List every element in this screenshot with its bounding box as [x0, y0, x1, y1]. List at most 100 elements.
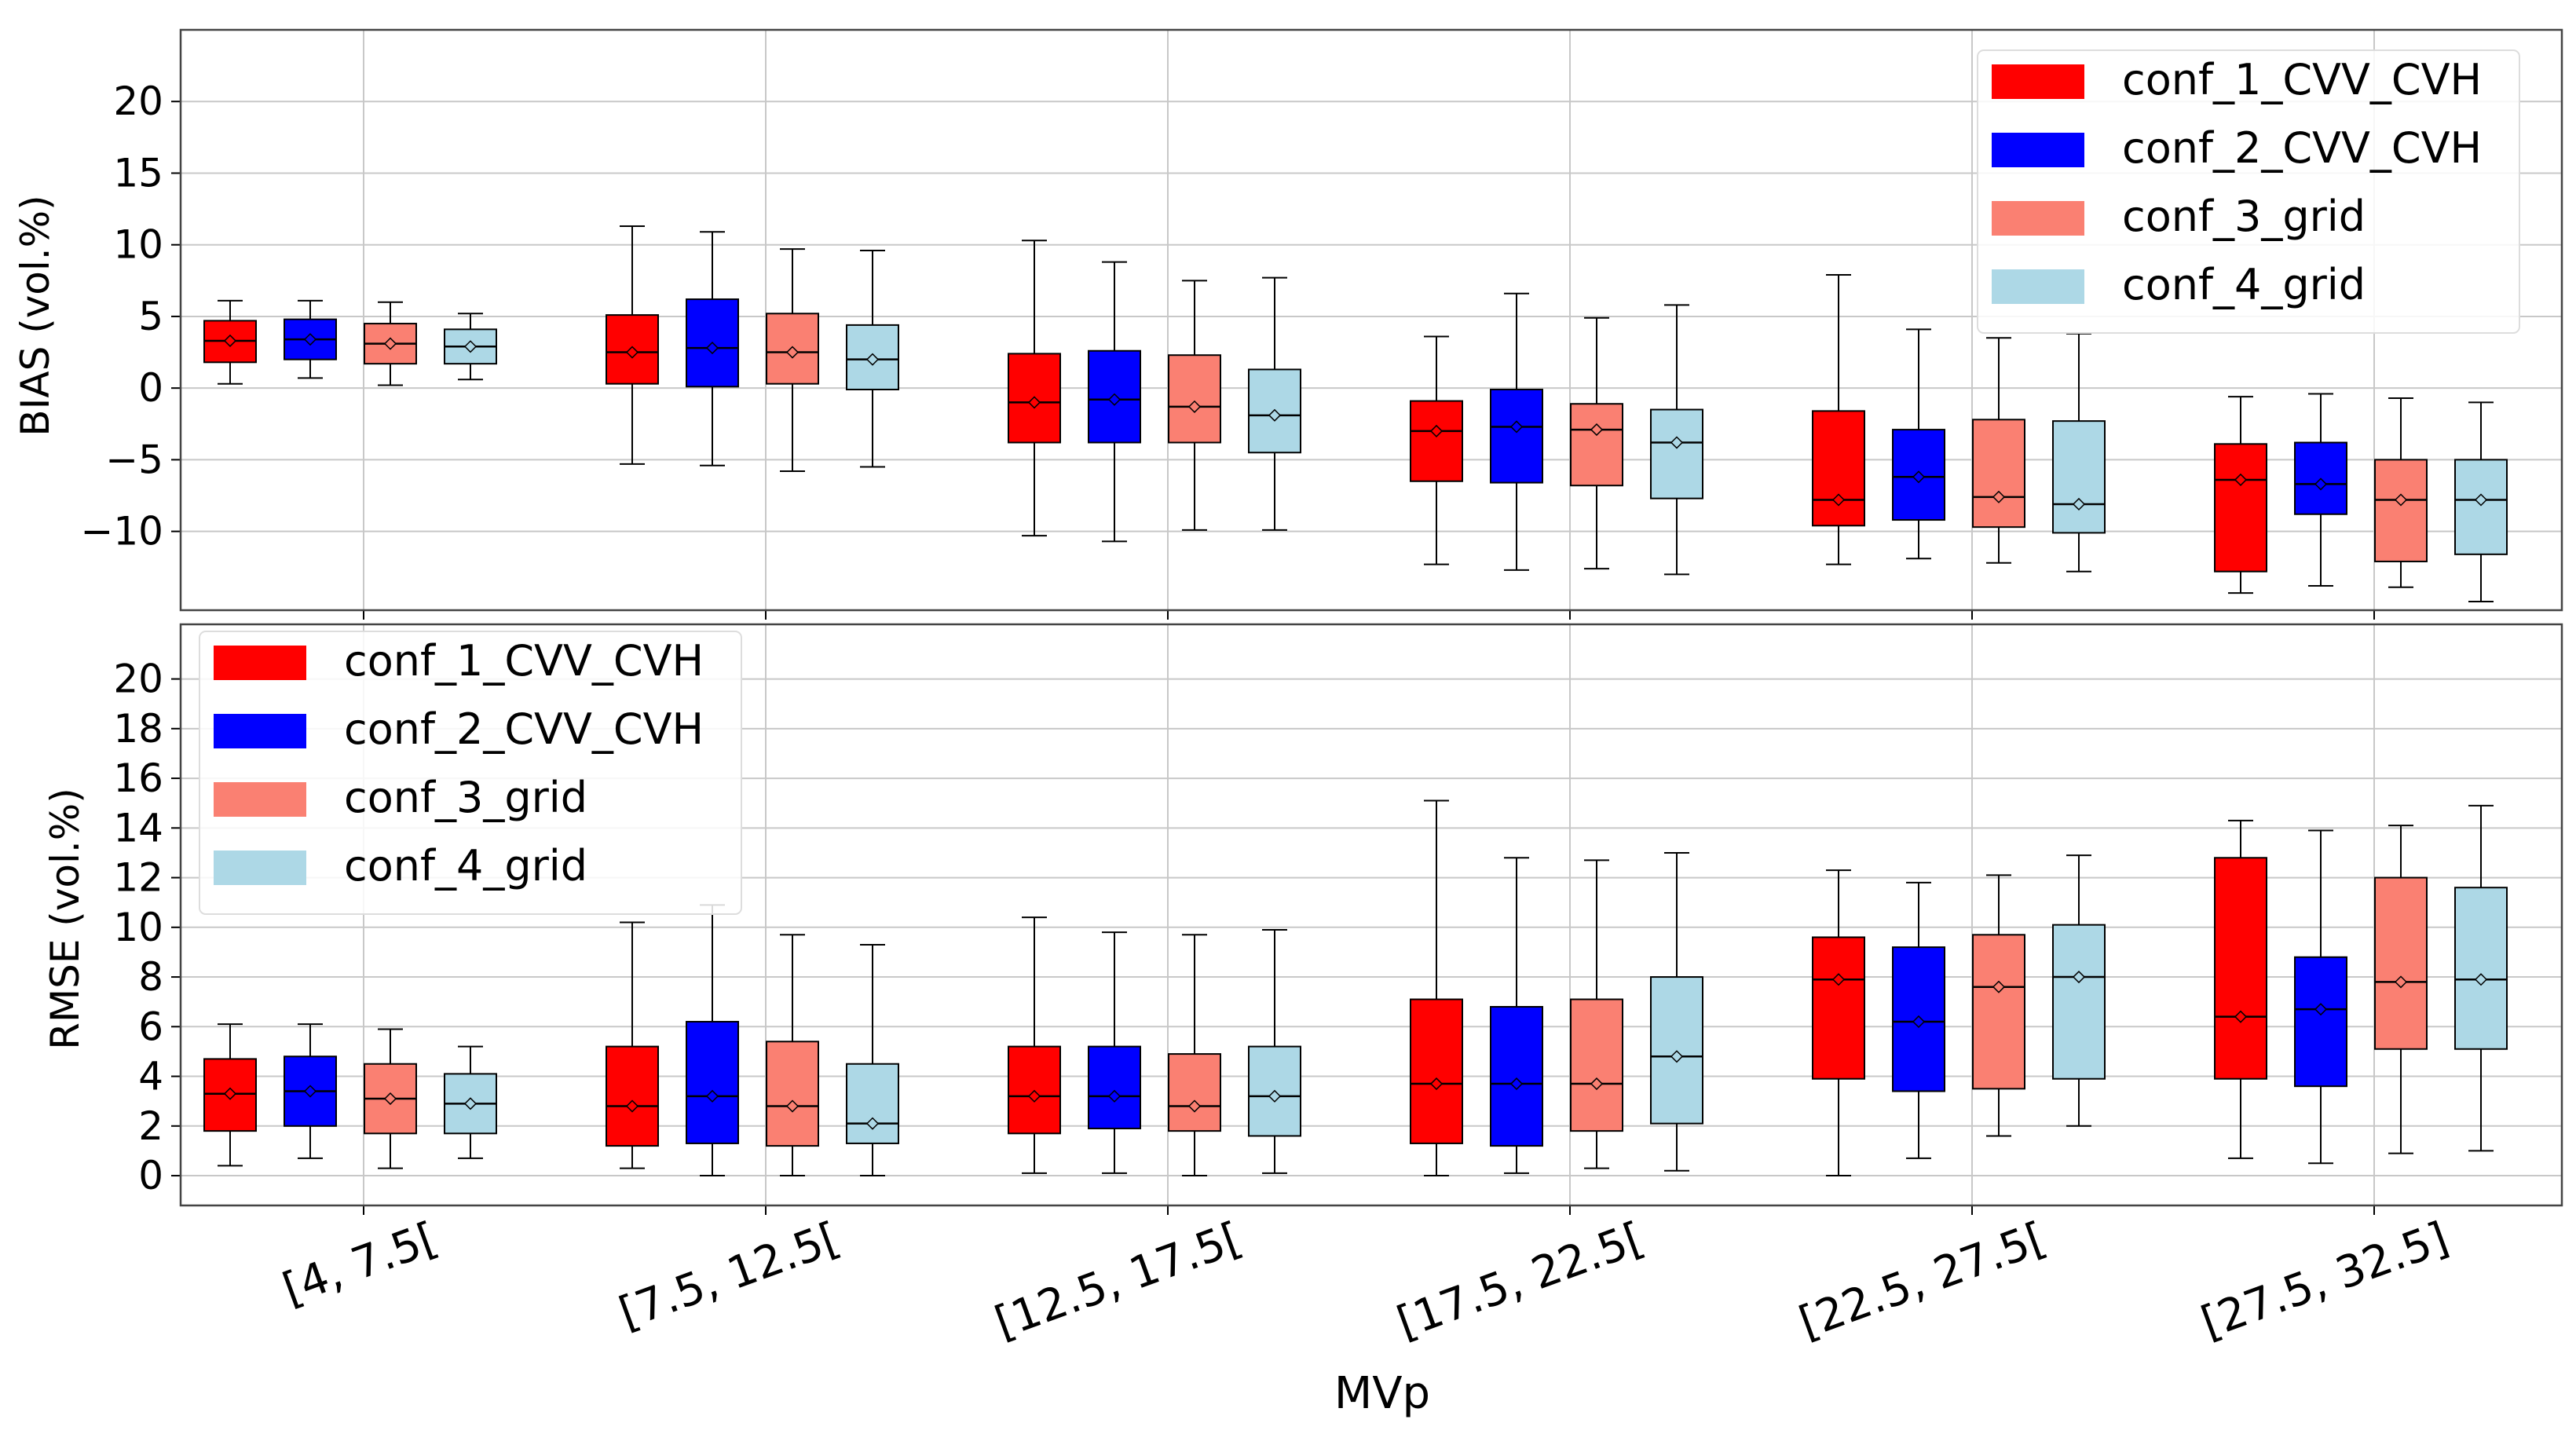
- legend-label: conf_1_CVV_CVH: [344, 636, 704, 686]
- legend-swatch: [1992, 133, 2084, 167]
- median-marker: [1509, 1077, 1524, 1091]
- y-tick-label: 10: [113, 905, 163, 950]
- x-tick-label: [17.5, 22.5[: [1391, 1213, 1651, 1348]
- legend-label: conf_4_grid: [2122, 260, 2366, 309]
- y-tick-label: 18: [113, 706, 163, 752]
- median-marker: [785, 1099, 800, 1113]
- box-conf-4-grid: [1248, 276, 1301, 531]
- box-iqr: [2052, 924, 2106, 1080]
- y-tick-label: 8: [138, 954, 163, 1000]
- box-conf-4-grid: [2052, 332, 2106, 573]
- plot-frame: [179, 28, 2563, 612]
- legend-swatch: [214, 851, 306, 885]
- median-marker: [463, 1097, 478, 1110]
- median-marker: [1590, 1077, 1604, 1091]
- box-iqr: [2374, 459, 2428, 562]
- rmse-ylabel: RMSE (vol.%): [42, 788, 88, 1050]
- box-conf-3-grid: [2374, 397, 2428, 588]
- legend-layer: conf_1_CVV_CVHconf_2_CVV_CVHconf_3_gridc…: [199, 49, 2520, 915]
- x-tick-label: [7.5, 12.5[: [613, 1213, 847, 1339]
- legend-swatch: [214, 782, 306, 817]
- box-conf-2-CVV-CVH: [284, 1023, 337, 1159]
- bias-ylabel: BIAS (vol.%): [13, 195, 58, 436]
- box-iqr: [1168, 1053, 1221, 1132]
- box-conf-2-CVV-CVH: [2294, 393, 2347, 587]
- median-marker: [1670, 436, 1684, 449]
- box-iqr: [2294, 441, 2347, 515]
- box-conf-3-grid: [2374, 825, 2428, 1154]
- median-marker: [1268, 408, 1282, 422]
- box-conf-3-grid: [1168, 934, 1221, 1177]
- box-conf-4-grid: [444, 1045, 497, 1159]
- median-marker: [2072, 497, 2086, 511]
- median-marker: [383, 337, 397, 350]
- box-conf-3-grid: [1972, 874, 2025, 1137]
- box-conf-2-CVV-CVH: [284, 299, 337, 379]
- median-marker: [1268, 1089, 1282, 1103]
- median-marker: [223, 334, 237, 348]
- box-conf-4-grid: [2454, 401, 2508, 603]
- box-conf-3-grid: [766, 934, 819, 1177]
- box-conf-1-CVV-CVH: [1812, 869, 1865, 1177]
- y-tick-label: 0: [138, 1153, 163, 1198]
- box-conf-1-CVV-CVH: [203, 1023, 257, 1167]
- box-conf-4-grid: [1650, 851, 1703, 1172]
- box-iqr: [1570, 998, 1623, 1132]
- box-iqr: [2214, 857, 2267, 1080]
- legend-swatch: [1992, 201, 2084, 236]
- box-iqr: [2214, 443, 2267, 573]
- box-conf-4-grid: [2454, 804, 2508, 1152]
- y-tick-label: 2: [138, 1103, 163, 1149]
- box-iqr: [2454, 459, 2508, 555]
- median-marker: [1590, 423, 1604, 437]
- median-marker: [1187, 400, 1202, 413]
- median-marker: [1107, 1089, 1122, 1103]
- y-tick-label: 15: [113, 150, 163, 196]
- x-tick-label: [22.5, 27.5[: [1793, 1213, 2053, 1348]
- legend-frame: [1977, 49, 2520, 334]
- box-conf-1-CVV-CVH: [1410, 335, 1463, 565]
- legend-swatch: [1992, 269, 2084, 304]
- y-tick-label: 20: [113, 79, 163, 124]
- plot-frame: [179, 623, 2563, 1207]
- median-marker: [223, 1087, 237, 1100]
- box-iqr: [766, 1041, 819, 1147]
- box-iqr: [1410, 998, 1463, 1144]
- median-marker: [1670, 1050, 1684, 1063]
- legend-swatch: [1992, 64, 2084, 99]
- median-marker: [303, 1085, 317, 1098]
- box-conf-4-grid: [1248, 928, 1301, 1174]
- box-iqr: [1972, 934, 2025, 1090]
- median-marker: [1027, 1089, 1041, 1103]
- box-conf-2-CVV-CVH: [1892, 881, 1945, 1159]
- box-conf-3-grid: [1570, 859, 1623, 1169]
- box-conf-1-CVV-CVH: [203, 299, 257, 385]
- x-tick-label: [27.5, 32.5]: [2195, 1213, 2455, 1348]
- legend-label: conf_3_grid: [344, 773, 587, 822]
- median-marker: [705, 342, 719, 355]
- median-marker: [1107, 393, 1122, 406]
- box-iqr: [1088, 1045, 1141, 1129]
- box-conf-3-grid: [1168, 280, 1221, 531]
- y-tick-label: 4: [138, 1054, 163, 1099]
- box-conf-2-CVV-CVH: [1088, 931, 1141, 1174]
- box-iqr: [1410, 400, 1463, 482]
- median-marker: [1509, 420, 1524, 433]
- median-marker: [625, 346, 639, 359]
- box-iqr: [1650, 408, 1703, 499]
- box-conf-3-grid: [1972, 337, 2025, 564]
- median-marker: [705, 1089, 719, 1103]
- y-tick-label: 0: [138, 365, 163, 411]
- box-conf-3-grid: [364, 301, 417, 386]
- median-marker: [1992, 980, 2006, 993]
- y-tick-label: −5: [105, 437, 163, 482]
- legend-label: conf_3_grid: [2122, 192, 2366, 241]
- box-conf-3-grid: [364, 1028, 417, 1169]
- legend-label: conf_2_CVV_CVH: [344, 704, 704, 754]
- legend: conf_1_CVV_CVH conf_2_CVV_CVH conf_3_gridc…: [1977, 49, 2520, 334]
- legend-swatch: [214, 646, 306, 680]
- median-marker: [625, 1099, 639, 1113]
- box-iqr: [1972, 419, 2025, 529]
- median-marker: [2234, 473, 2248, 487]
- median-marker: [1992, 490, 2006, 503]
